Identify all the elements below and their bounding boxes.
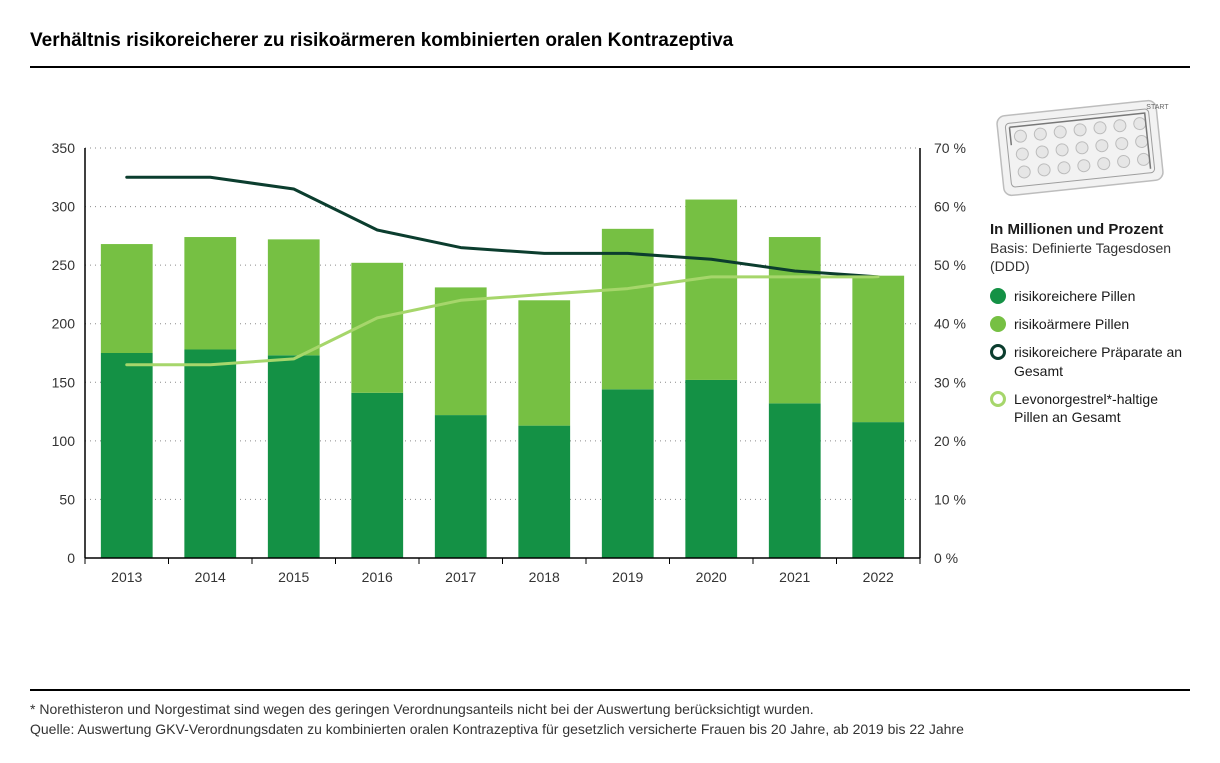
legend-item: risikoreichere Präparate an Gesamt (990, 343, 1190, 379)
y-left-tick-label: 150 (52, 374, 76, 390)
bar-segment (769, 237, 821, 403)
page-title: Verhältnis risikoreicherer zu risikoärme… (30, 30, 1190, 66)
legend-subheading: Basis: Definierte Tagesdosen (DDD) (990, 240, 1190, 275)
legend-swatch-ring (990, 391, 1006, 407)
title-rule (30, 66, 1190, 68)
legend-area: START In Millionen und Prozent Basis: De… (990, 138, 1190, 436)
footer: * Norethisteron und Norgestimat sind weg… (30, 689, 1190, 741)
legend-label: risikoreichere Präparate an Gesamt (1014, 343, 1190, 379)
bar-segment (435, 287, 487, 415)
page: Verhältnis risikoreicherer zu risikoärme… (0, 0, 1220, 763)
bar-segment (518, 426, 570, 558)
y-right-tick-label: 10 % (934, 491, 966, 507)
bar-segment (101, 244, 153, 353)
bar-segment (685, 380, 737, 558)
bar-segment (101, 353, 153, 558)
legend-item: risikoärmere Pillen (990, 315, 1190, 333)
bar-segment (435, 415, 487, 558)
y-left-tick-label: 200 (52, 316, 76, 332)
legend-heading: In Millionen und Prozent (990, 221, 1190, 238)
content-row: 0 50 100 150 200 250 300 350 0 % 10 % 20 % 30 % 40 %… (30, 138, 1190, 598)
x-tick-label: 2015 (278, 569, 309, 585)
footer-rule (30, 689, 1190, 691)
legend-swatch-fill (990, 316, 1006, 332)
y-right-tick-label: 40 % (934, 316, 966, 332)
bar-segment (184, 237, 236, 349)
x-tick-label: 2014 (195, 569, 226, 585)
y-right-tick-label: 70 % (934, 140, 966, 156)
bar-segment (852, 422, 904, 558)
y-left-tick-label: 100 (52, 433, 76, 449)
y-left-tick-label: 300 (52, 199, 76, 215)
y-left-tick-label: 50 (59, 491, 75, 507)
y-right-tick-label: 20 % (934, 433, 966, 449)
legend-label: risikoärmere Pillen (1014, 315, 1129, 333)
footnote-source: Quelle: Auswertung GKV-Verordnungsdaten … (30, 721, 1190, 737)
legend-swatch-ring (990, 344, 1006, 360)
legend-items: risikoreichere Pillen risikoärmere Pillen… (990, 287, 1190, 426)
y-left-tick-label: 350 (52, 140, 76, 156)
chart-area: 0 50 100 150 200 250 300 350 0 % 10 % 20 % 30 % 40 %… (30, 138, 990, 598)
y-right-tick-label: 30 % (934, 374, 966, 390)
legend-swatch-fill (990, 288, 1006, 304)
bar-segment (769, 403, 821, 558)
x-tick-label: 2022 (863, 569, 894, 585)
x-tick-label: 2016 (362, 569, 393, 585)
bar-segment (685, 200, 737, 380)
x-tick-label: 2021 (779, 569, 810, 585)
y-right-tick-label: 50 % (934, 257, 966, 273)
y-left-tick-label: 0 (67, 550, 75, 566)
chart-svg: 0 50 100 150 200 250 300 350 0 % 10 % 20 % 30 % 40 %… (30, 138, 990, 598)
y-right-tick-label: 60 % (934, 199, 966, 215)
bar-segment (518, 300, 570, 425)
trend-line (127, 277, 879, 365)
svg-text:START: START (1146, 104, 1169, 111)
pill-blister-icon: START (990, 98, 1190, 203)
bar-segment (268, 355, 320, 558)
bar-segment (184, 349, 236, 558)
x-tick-label: 2020 (696, 569, 727, 585)
x-tick-label: 2013 (111, 569, 142, 585)
legend-item: Levonorgestrel*-haltige Pillen an Gesamt (990, 390, 1190, 426)
legend-label: Levonorgestrel*-haltige Pillen an Gesamt (1014, 390, 1190, 426)
x-tick-label: 2017 (445, 569, 476, 585)
y-right-tick-label: 0 % (934, 550, 958, 566)
x-tick-label: 2018 (529, 569, 560, 585)
footnote-asterisk: * Norethisteron und Norgestimat sind weg… (30, 701, 1190, 717)
bar-segment (268, 239, 320, 355)
y-left-tick-label: 250 (52, 257, 76, 273)
trend-line (127, 177, 879, 277)
x-tick-label: 2019 (612, 569, 643, 585)
legend-label: risikoreichere Pillen (1014, 287, 1135, 305)
bar-segment (602, 389, 654, 558)
bar-segment (852, 276, 904, 422)
legend-item: risikoreichere Pillen (990, 287, 1190, 305)
bar-segment (351, 393, 403, 558)
